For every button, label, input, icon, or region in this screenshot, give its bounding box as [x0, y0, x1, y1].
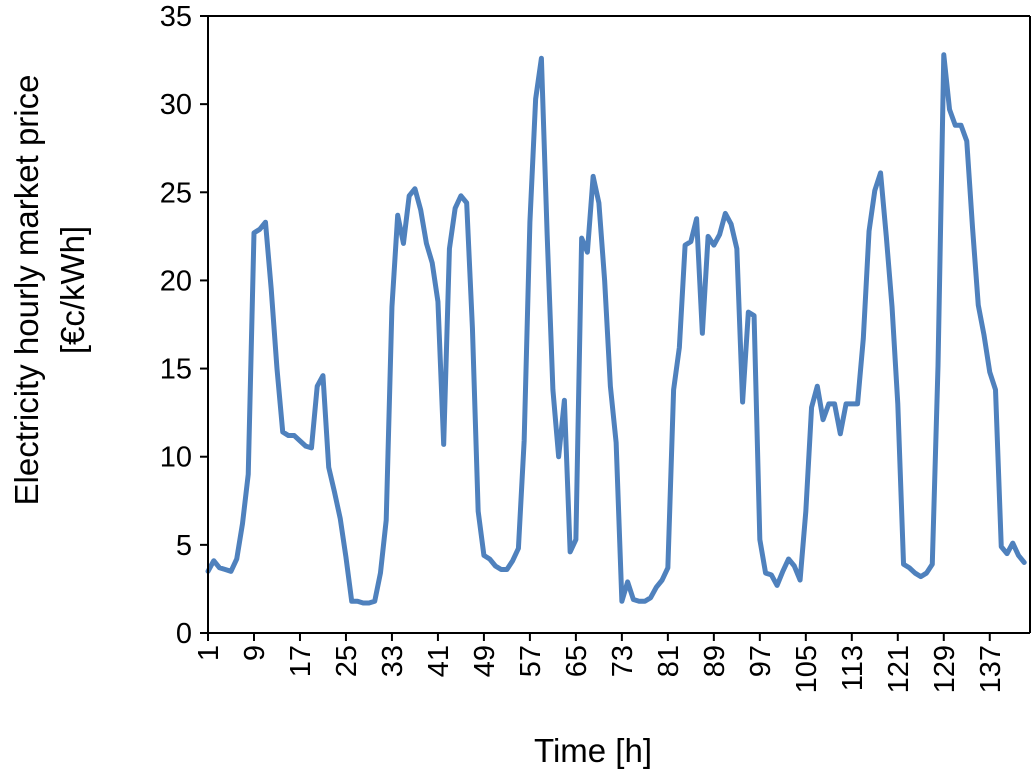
x-tick-label: 113	[837, 645, 869, 691]
y-tick-label: 10	[160, 442, 192, 474]
y-axis-title-line-1: Electricity hourly market price	[8, 75, 45, 506]
x-tick-label: 33	[377, 645, 409, 677]
y-axis-title-line-2: [€c/kWh]	[54, 226, 91, 354]
x-tick-label: 121	[883, 645, 915, 693]
y-axis-ticks: 0 5 10 15 20 25 30 35	[160, 1, 208, 650]
x-axis-title: Time [h]	[534, 732, 652, 769]
x-tick-label: 129	[929, 645, 961, 693]
x-tick-label: 1	[193, 645, 225, 661]
y-tick-label: 15	[160, 354, 192, 386]
y-tick-label: 5	[176, 530, 192, 562]
series-layer	[205, 52, 1027, 606]
x-tick-label: 25	[331, 645, 363, 677]
x-tick-label: 41	[423, 645, 455, 677]
x-tick-label: 89	[699, 645, 731, 677]
x-tick-label: 65	[561, 645, 593, 677]
x-tick-label: 49	[469, 645, 501, 677]
x-axis-ticks: 1 9 17 25 33 41 49 57 65 73 81 89 97 105 113 121 129 137	[193, 633, 1007, 693]
x-tick-label: 57	[515, 645, 547, 677]
y-tick-label: 35	[160, 1, 192, 33]
x-tick-label: 97	[745, 645, 777, 677]
y-tick-label: 0	[176, 618, 192, 650]
x-tick-label: 73	[607, 645, 639, 677]
x-tick-label: 17	[285, 645, 317, 677]
series-line-0	[205, 52, 1027, 606]
x-tick-label: 137	[975, 645, 1007, 693]
y-tick-label: 30	[160, 89, 192, 121]
y-tick-label: 25	[160, 177, 192, 209]
x-tick-label: 105	[791, 645, 823, 693]
y-tick-label: 20	[160, 265, 192, 297]
x-tick-label: 9	[239, 645, 271, 661]
x-tick-label: 81	[653, 645, 685, 677]
